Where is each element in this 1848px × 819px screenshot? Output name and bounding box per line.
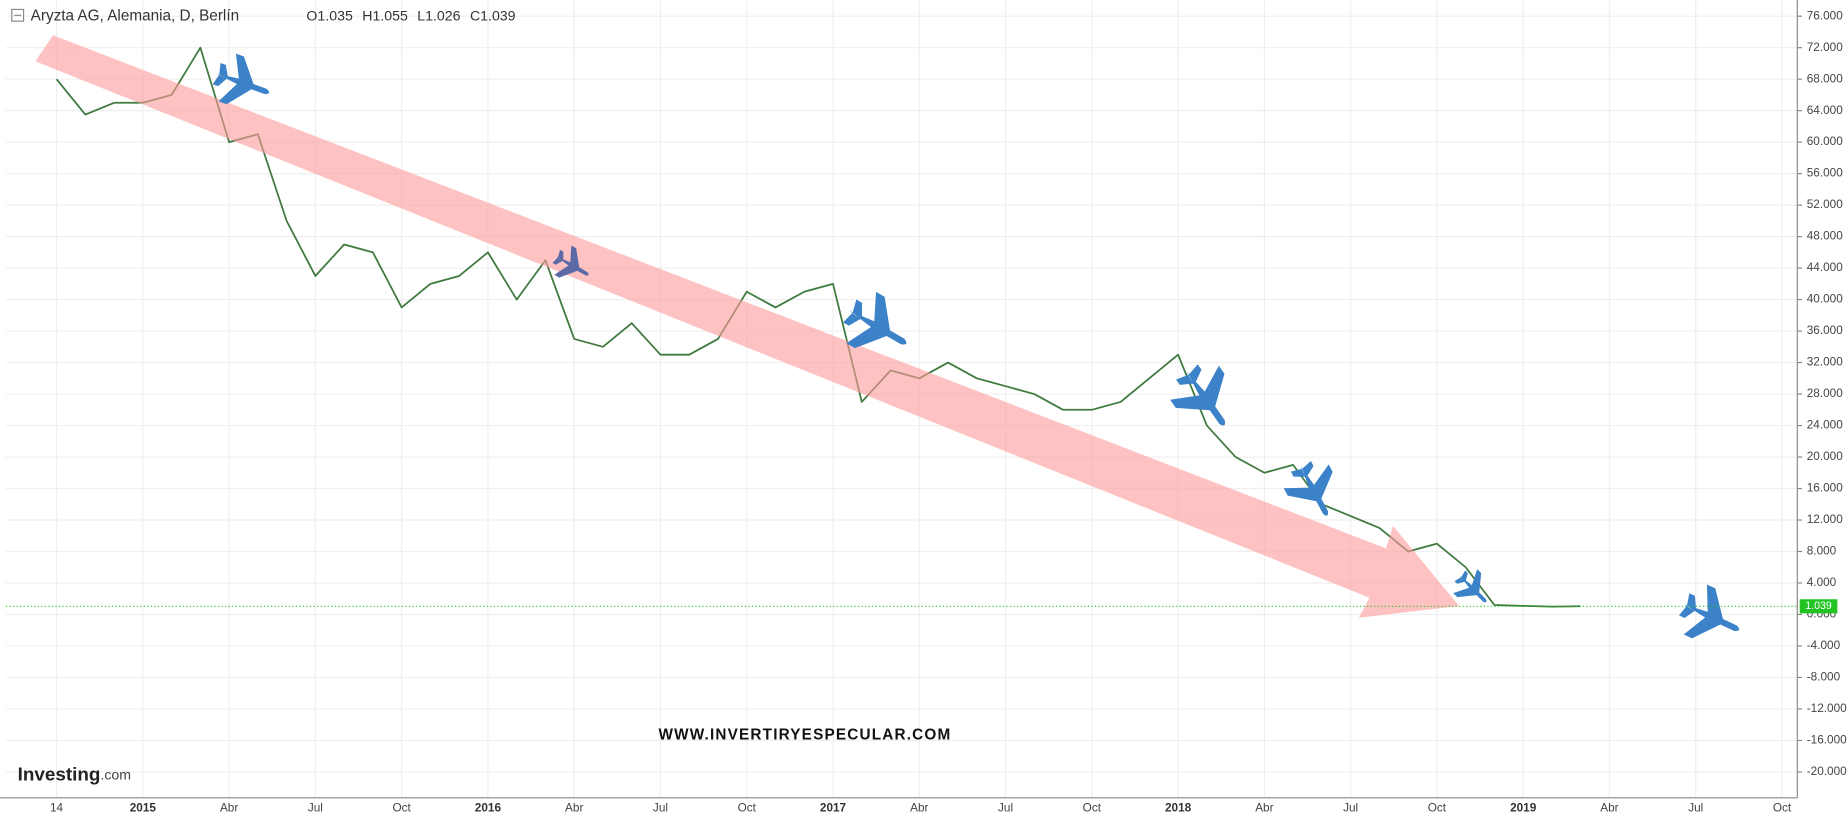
x-tick-label: Jul	[653, 802, 668, 815]
y-tick-label: 28.000	[1807, 387, 1843, 400]
price-line	[55, 46, 1581, 608]
y-tick-label: 68.000	[1807, 72, 1843, 85]
x-tick-label: 2018	[1165, 802, 1192, 815]
y-tick-label: 76.000	[1807, 9, 1843, 22]
x-tick-label: Jul	[1343, 802, 1358, 815]
trend-arrow	[35, 35, 1460, 618]
collapse-icon[interactable]	[11, 8, 25, 22]
x-tick-label: Jul	[1688, 802, 1703, 815]
ohlc-value: 1.039	[480, 7, 516, 23]
x-tick-label: Jul	[998, 802, 1013, 815]
y-tick-label: 32.000	[1807, 356, 1843, 369]
x-tick-label: Oct	[392, 802, 411, 815]
y-tick-label: -8.000	[1807, 671, 1841, 684]
x-tick-label: Oct	[1773, 802, 1792, 815]
y-tick-label: 72.000	[1807, 41, 1843, 54]
x-tick-label: 2017	[820, 802, 847, 815]
y-tick-label: 40.000	[1807, 293, 1843, 306]
y-tick-label: 12.000	[1807, 513, 1843, 526]
x-tick-label: Abr	[1600, 802, 1618, 815]
x-tick-label: Oct	[1083, 802, 1102, 815]
x-tick-label: Oct	[1428, 802, 1447, 815]
x-tick-label: Jul	[308, 802, 323, 815]
chart-title: Aryzta AG, Alemania, D, Berlín	[31, 8, 239, 25]
y-tick-label: 60.000	[1807, 135, 1843, 148]
logo-suffix: .com	[100, 766, 131, 782]
logo: Investing.com	[18, 763, 131, 784]
y-tick-label: 52.000	[1807, 198, 1843, 211]
y-tick-label: -12.000	[1807, 702, 1847, 715]
y-tick-label: 8.000	[1807, 545, 1837, 558]
y-tick-label: 24.000	[1807, 419, 1843, 432]
x-tick-label: Abr	[1255, 802, 1273, 815]
plot	[55, 46, 1581, 608]
x-tick-label: 2016	[475, 802, 502, 815]
ohlc: O1.035 H1.055 L1.026 C1.039	[306, 7, 515, 23]
x-tick-label: Oct	[738, 802, 757, 815]
x-tick-label: Abr	[910, 802, 928, 815]
ohlc-value: 1.035	[317, 7, 353, 23]
x-tick-label: 2015	[130, 802, 157, 815]
y-tick-label: -4.000	[1807, 639, 1841, 652]
y-tick-label: 56.000	[1807, 167, 1843, 180]
x-tick-label: Abr	[220, 802, 238, 815]
y-tick-label: 64.000	[1807, 104, 1843, 117]
x-tick-label: 2019	[1510, 802, 1537, 815]
ohlc-label: O	[306, 7, 317, 23]
ohlc-value: 1.026	[425, 7, 461, 23]
y-tick-label: 4.000	[1807, 576, 1837, 589]
ohlc-label: C	[470, 7, 480, 23]
x-tick-label: 14	[50, 802, 64, 815]
y-tick-label: -20.000	[1807, 765, 1847, 778]
ohlc-label: L	[417, 7, 425, 23]
y-tick-label: 36.000	[1807, 324, 1843, 337]
y-tick-label: 16.000	[1807, 482, 1843, 495]
last-value-tag	[1799, 599, 1838, 614]
watermark: WWW.INVERTIRYESPECULAR.COM	[659, 727, 952, 744]
y-tick-label: 20.000	[1807, 450, 1843, 463]
x-tick-label: Abr	[565, 802, 583, 815]
y-tick-label: 44.000	[1807, 261, 1843, 274]
grid	[5, 0, 1798, 798]
y-tick-label: -16.000	[1807, 734, 1847, 747]
last-value-label: 1.039	[1805, 600, 1832, 612]
ohlc-value: 1.055	[372, 7, 408, 23]
ohlc-label: H	[362, 7, 372, 23]
logo-name: Investing	[18, 763, 101, 784]
y-tick-label: 48.000	[1807, 230, 1843, 243]
